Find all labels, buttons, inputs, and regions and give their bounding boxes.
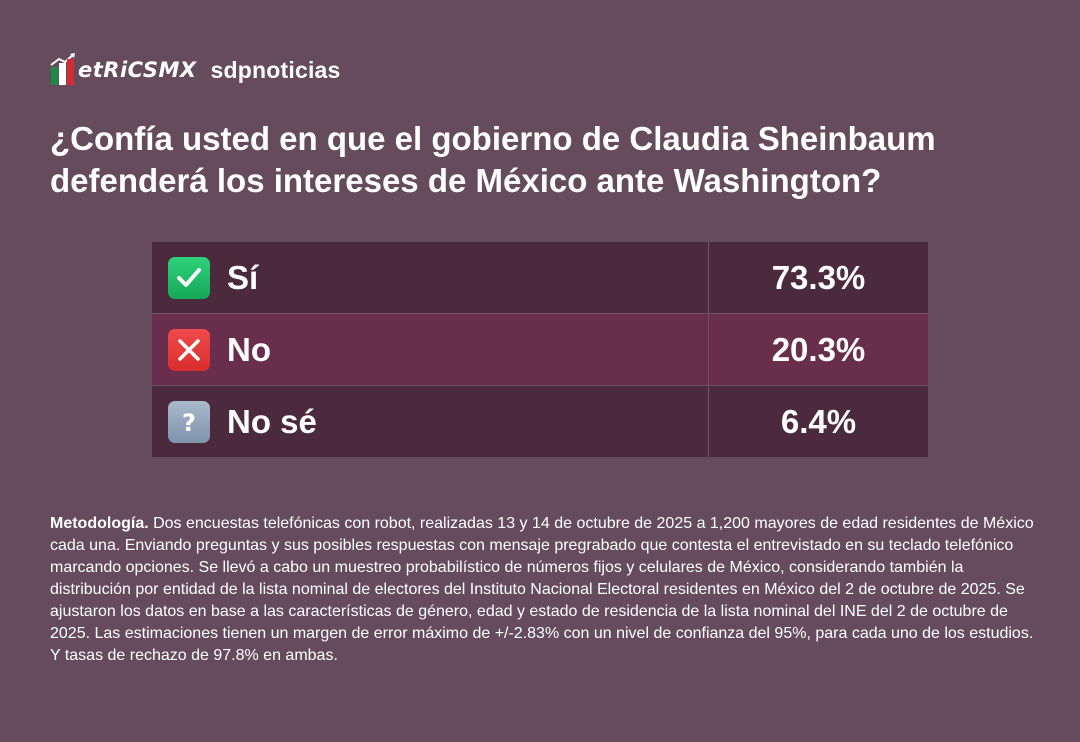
results-table: Sí 73.3% No 20.3% ? No sé 6.4% <box>152 242 928 457</box>
result-row-no: No 20.3% <box>152 314 928 386</box>
header-logos: etRiCSMX sdpnoticias <box>50 50 341 90</box>
page-title: ¿Confía usted en que el gobierno de Clau… <box>50 120 936 199</box>
question-mark-icon: ? <box>168 400 210 443</box>
option-label: Sí <box>227 258 259 296</box>
metrics-mx-logo: etRiCSMX <box>50 53 197 87</box>
option-label: No <box>227 330 271 368</box>
sdpnoticias-logo: sdpnoticias <box>210 56 341 83</box>
methodology-label: Metodología. <box>50 515 149 532</box>
cross-mark-icon <box>168 328 210 371</box>
metrics-logo-text: etRiCSMX <box>78 58 197 82</box>
flag-bars-icon <box>50 53 75 85</box>
methodology-text: Dos encuestas telefónicas con robot, rea… <box>50 515 1034 664</box>
option-value: 6.4% <box>780 402 857 440</box>
option-value: 20.3% <box>771 330 866 368</box>
option-value: 73.3% <box>771 258 866 296</box>
methodology-note: Metodología. Dos encuestas telefónicas c… <box>50 513 1035 667</box>
option-label: No sé <box>227 402 317 440</box>
result-label-cell: ? No sé <box>152 386 709 457</box>
result-row-no-se: ? No sé 6.4% <box>152 386 928 457</box>
check-mark-icon <box>168 256 210 299</box>
result-label-cell: No <box>152 314 709 385</box>
svg-text:?: ? <box>182 409 196 437</box>
result-row-si: Sí 73.3% <box>152 242 928 314</box>
result-label-cell: Sí <box>152 242 709 313</box>
